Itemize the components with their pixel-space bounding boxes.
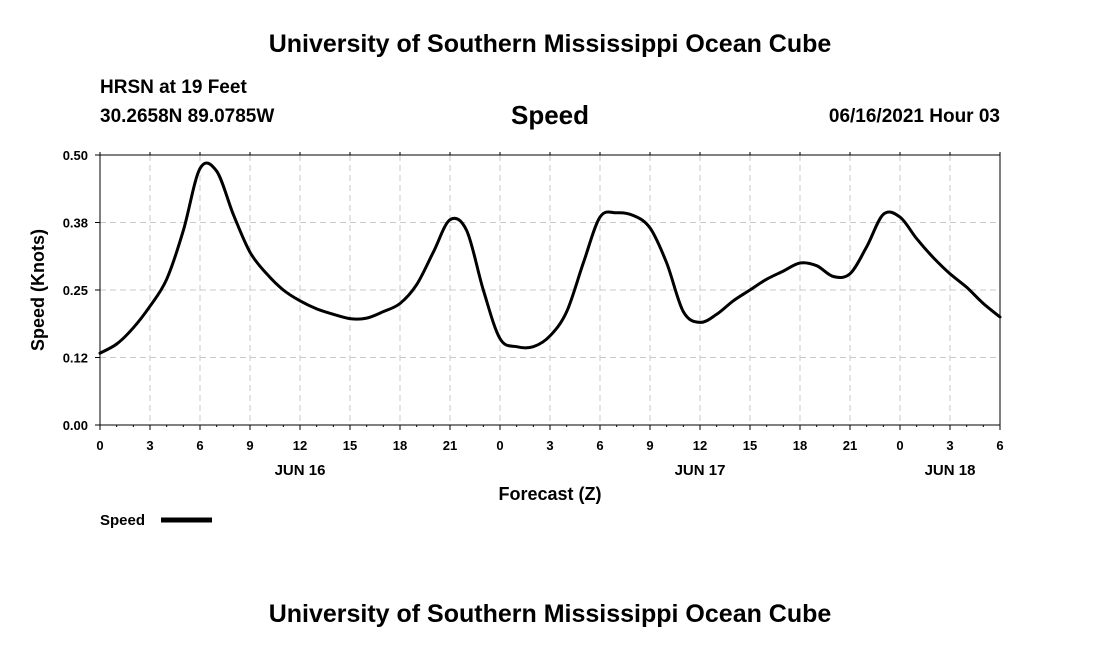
date-label: JUN 18 <box>925 462 976 479</box>
y-tick-labels: 0.00 0.12 0.25 0.38 0.50 <box>63 148 88 433</box>
x-axis-label: Forecast (Z) <box>498 484 601 504</box>
x-tick-label: 0 <box>896 438 903 453</box>
date-labels: JUN 16 JUN 17 JUN 18 <box>275 462 976 479</box>
x-tick-label: 18 <box>393 438 407 453</box>
x-tick-label: 6 <box>596 438 603 453</box>
x-tick-label: 3 <box>946 438 953 453</box>
x-tick-label: 9 <box>646 438 653 453</box>
x-tick-label: 6 <box>196 438 203 453</box>
x-tick-label: 12 <box>693 438 707 453</box>
y-tick-label: 0.00 <box>63 418 88 433</box>
x-tick-label: 0 <box>496 438 503 453</box>
grid-lines <box>100 155 1000 425</box>
x-tick-label: 0 <box>96 438 103 453</box>
y-tick-label: 0.25 <box>63 283 88 298</box>
x-tick-labels: 0 3 6 9 12 15 18 21 0 3 6 9 12 15 18 21 0 3 6 <box>96 438 1003 453</box>
forecast-datetime: 06/16/2021 Hour 03 <box>828 106 1000 127</box>
x-tick-label: 21 <box>443 438 457 453</box>
y-axis-label: Speed (Knots) <box>28 229 48 351</box>
x-tick-label: 18 <box>793 438 807 453</box>
station-label: HRSN at 19 Feet <box>100 77 247 98</box>
footer-title: University of Southern Mississippi Ocean… <box>268 600 832 628</box>
x-tick-label: 21 <box>843 438 857 453</box>
series-line-speed <box>98 161 1002 355</box>
y-tick-label: 0.38 <box>63 216 88 231</box>
legend-label-speed: Speed <box>100 512 145 529</box>
date-label: JUN 17 <box>675 462 726 479</box>
chart-title: University of Southern Mississippi Ocean… <box>268 30 832 58</box>
x-tick-label: 6 <box>996 438 1003 453</box>
x-tick-label: 12 <box>293 438 307 453</box>
x-tick-label: 15 <box>343 438 357 453</box>
y-tick-label: 0.50 <box>63 148 88 163</box>
station-coordinates: 30.2658N 89.0785W <box>100 106 275 127</box>
date-label: JUN 16 <box>275 462 326 479</box>
x-tick-label: 3 <box>546 438 553 453</box>
parameter-title: Speed <box>510 100 590 130</box>
x-tick-label: 15 <box>743 438 757 453</box>
x-tick-label: 3 <box>146 438 153 453</box>
y-tick-label: 0.12 <box>63 351 88 366</box>
x-tick-label: 9 <box>246 438 253 453</box>
axis-ticks <box>95 152 1001 430</box>
